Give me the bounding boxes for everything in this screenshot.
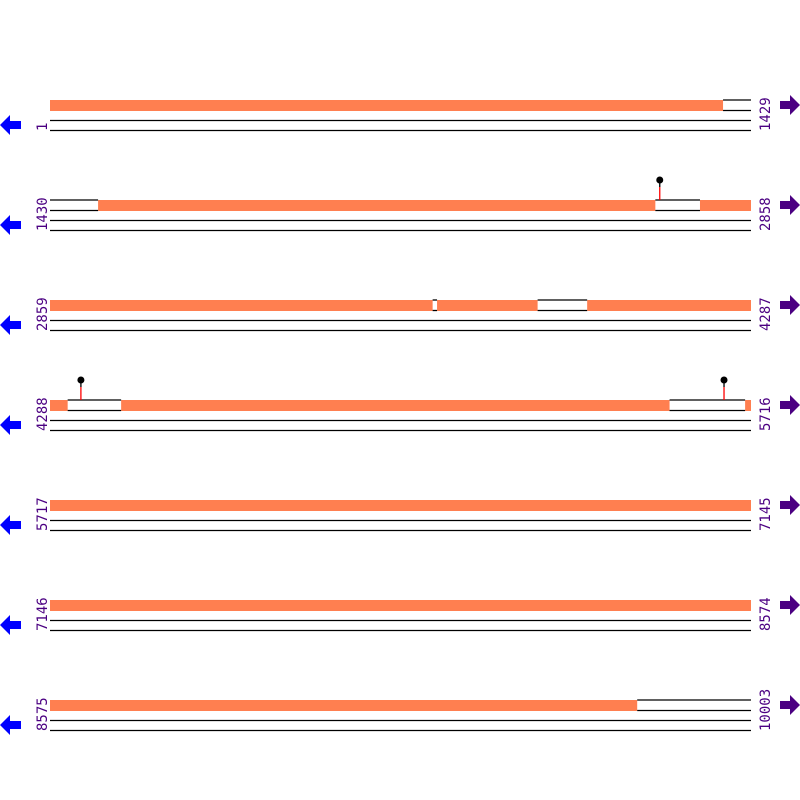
row-start-label: 1430 [35, 197, 51, 231]
sequence-row: 1430 2858 [0, 176, 800, 235]
sequence-row: 4288 5716 [0, 376, 800, 435]
feature-segment[interactable] [121, 400, 670, 411]
arrow-right-icon[interactable] [780, 395, 800, 415]
sequence-row: 2859 4287 [0, 295, 800, 335]
feature-segment[interactable] [699, 200, 751, 211]
feature-segment[interactable] [50, 400, 68, 411]
row-start-label: 8575 [35, 697, 51, 731]
feature-segment[interactable] [50, 600, 751, 611]
arrow-left-icon[interactable] [0, 515, 21, 535]
row-end-label: 7145 [758, 497, 774, 531]
feature-segment[interactable] [50, 500, 751, 511]
sequence-row: 7146 8574 [0, 595, 800, 635]
row-start-label: 5717 [35, 497, 51, 531]
arrow-right-icon[interactable] [780, 295, 800, 315]
arrow-right-icon[interactable] [780, 595, 800, 615]
arrow-right-icon[interactable] [780, 495, 800, 515]
arrow-left-icon[interactable] [0, 215, 21, 235]
feature-segment[interactable] [587, 300, 751, 311]
arrow-right-icon[interactable] [780, 95, 800, 115]
row-end-label: 4287 [758, 297, 774, 331]
arrow-right-icon[interactable] [780, 695, 800, 715]
arrow-left-icon[interactable] [0, 415, 21, 435]
arrow-right-icon[interactable] [780, 195, 800, 215]
arrow-left-icon[interactable] [0, 715, 21, 735]
feature-segment[interactable] [745, 400, 751, 411]
marker-dot[interactable] [77, 376, 85, 384]
row-end-label: 2858 [758, 197, 774, 231]
marker-dot[interactable] [656, 176, 664, 184]
sequence-row: 5717 7145 [0, 495, 800, 535]
row-start-label: 2859 [35, 297, 51, 331]
row-start-label: 1 [35, 123, 51, 131]
feature-segment[interactable] [50, 100, 724, 111]
arrow-left-icon[interactable] [0, 615, 21, 635]
arrow-left-icon[interactable] [0, 115, 21, 135]
row-end-label: 10003 [758, 689, 774, 731]
row-end-label: 8574 [758, 597, 774, 631]
feature-segment[interactable] [98, 200, 656, 211]
feature-segment[interactable] [50, 300, 433, 311]
sequence-row: 1 1429 [0, 95, 800, 135]
marker-dot[interactable] [720, 376, 728, 384]
sequence-row: 8575 10003 [0, 689, 800, 735]
feature-segment[interactable] [50, 700, 638, 711]
arrow-left-icon[interactable] [0, 315, 21, 335]
row-start-label: 4288 [35, 397, 51, 431]
row-start-label: 7146 [35, 597, 51, 631]
row-end-label: 5716 [758, 397, 774, 431]
row-end-label: 1429 [758, 97, 774, 131]
feature-segment[interactable] [437, 300, 538, 311]
